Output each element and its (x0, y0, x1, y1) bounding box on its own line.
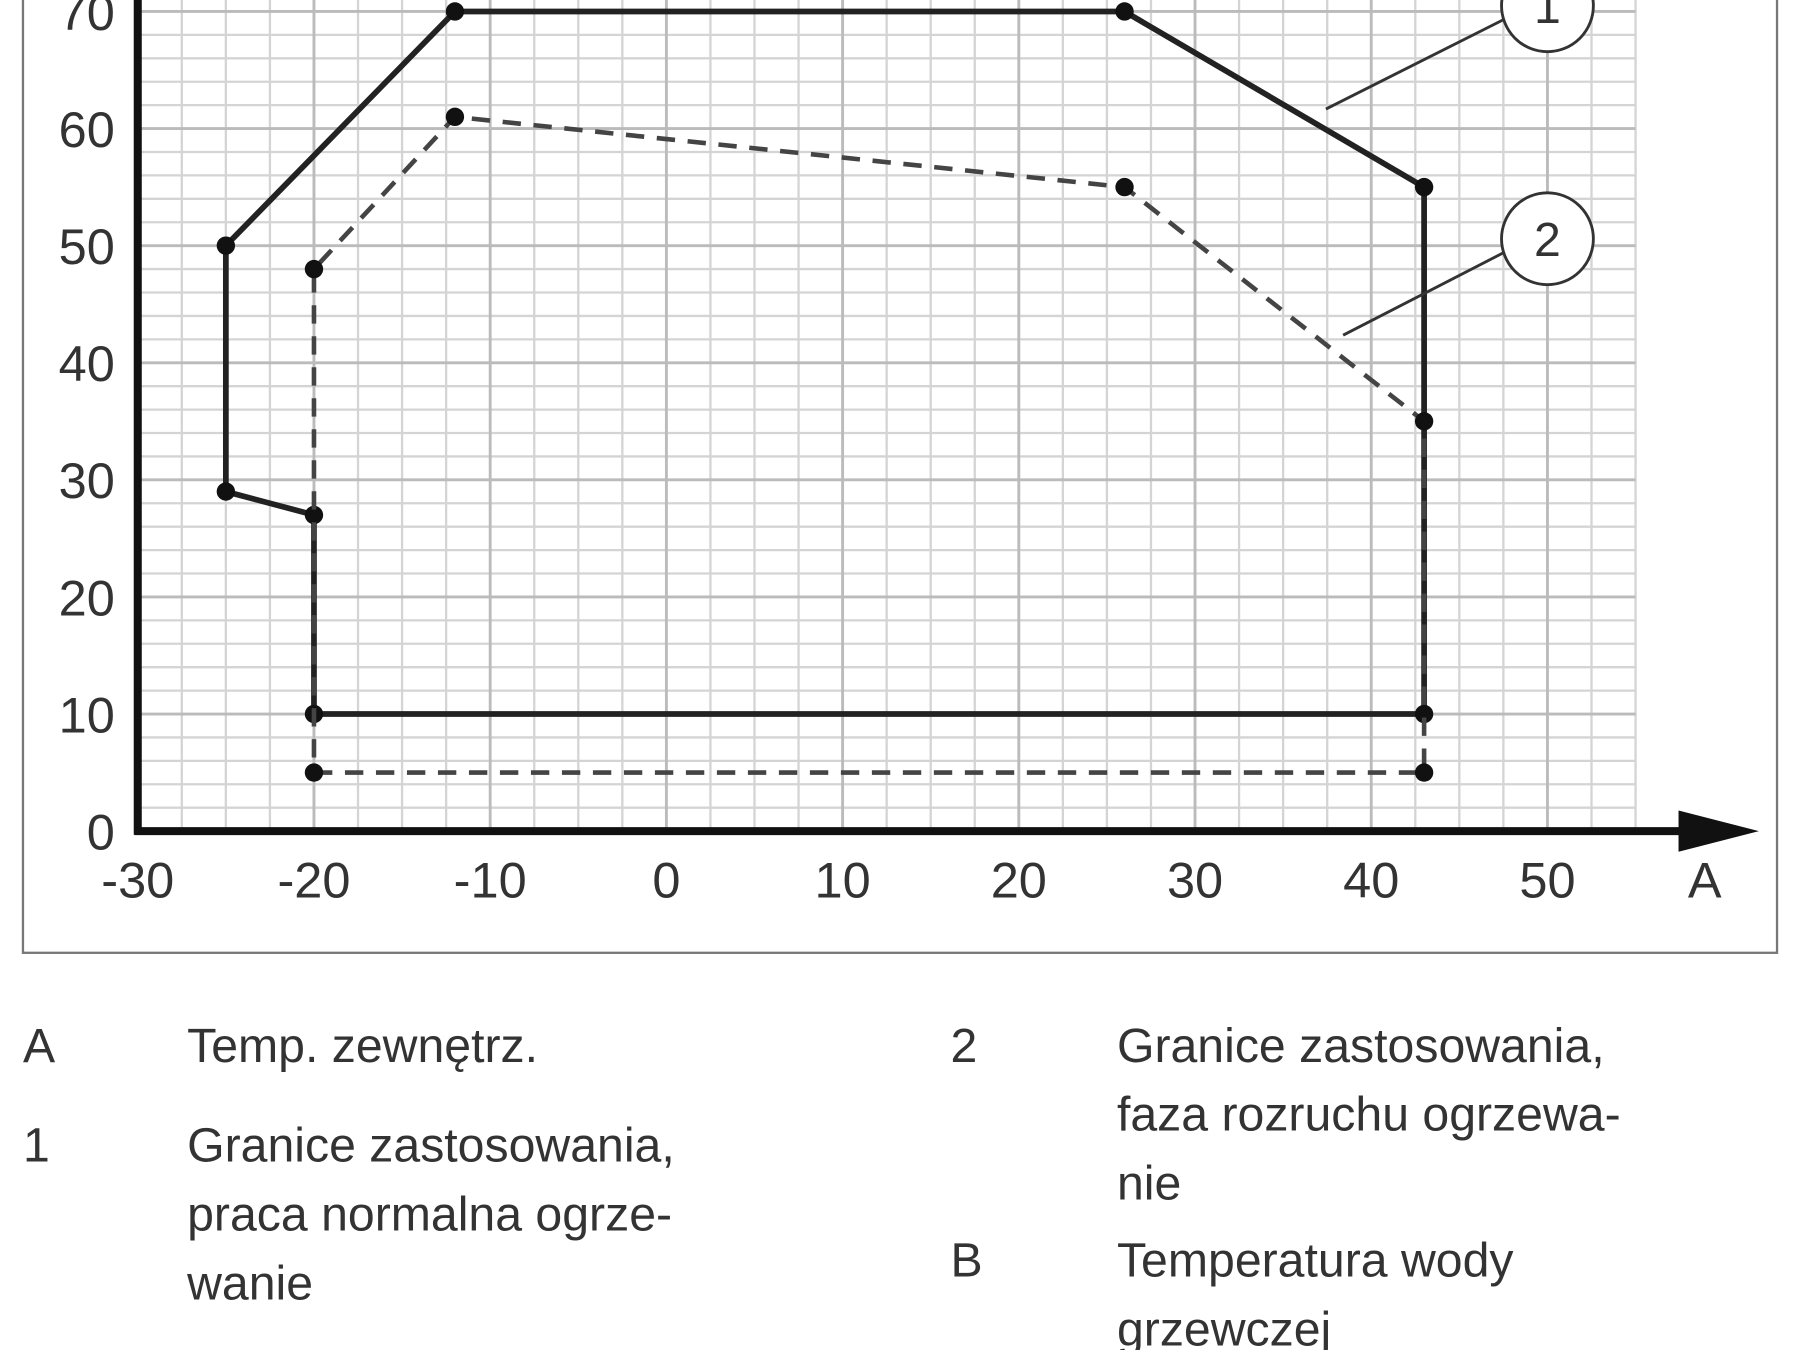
x-tick-label: -20 (277, 852, 350, 909)
legend-text: praca normalna ogrze- (187, 1188, 672, 1242)
data-point (304, 505, 324, 525)
x-tick-label: 0 (652, 852, 680, 909)
plot: -30 -20 -10 0 10 20 30 40 50 0 10 20 30 40 50 60 70 A 1 2 (59, 0, 1759, 909)
data-point (216, 482, 236, 501)
data-point (445, 2, 465, 21)
legend: A Temp. zewnętrz. 1 Granice zastosowania, pr… (23, 1019, 1621, 1350)
x-tick-label: 20 (991, 852, 1047, 909)
x-tick-label: -30 (101, 852, 174, 909)
data-point (1115, 177, 1134, 197)
callout-circle (1500, 191, 1595, 287)
callout-leader (1325, 18, 1505, 111)
data-point (216, 236, 236, 255)
data-point (304, 763, 324, 782)
data-point (1414, 177, 1434, 197)
data-point (1414, 763, 1434, 782)
x-tick-label: 40 (1343, 852, 1399, 909)
x-tick-label: 30 (1167, 852, 1223, 909)
y-tick-label: 60 (59, 101, 115, 158)
data-point (1414, 704, 1434, 724)
legend-text: Granice zastosowania, (187, 1119, 675, 1173)
legend-text: nie (1117, 1157, 1181, 1211)
legend-text: faza rozruchu ogrzewa- (1117, 1088, 1621, 1142)
data-point (445, 107, 465, 127)
callout-label: 1 (1534, 0, 1561, 34)
legend-text: Granice zastosowania, (1117, 1019, 1605, 1073)
legend-text: wanie (186, 1256, 313, 1310)
data-point (304, 259, 324, 279)
legend-text: Temperatura wody (1117, 1234, 1514, 1288)
legend-key: A (23, 1019, 56, 1073)
y-tick-label: 40 (59, 335, 115, 392)
y-tick-label: 0 (87, 803, 115, 860)
x-tick-label: -10 (454, 852, 527, 909)
y-tick-label: 30 (59, 452, 115, 509)
grid (136, 0, 1637, 833)
callout-leader (1342, 251, 1505, 337)
callout-label: 2 (1534, 213, 1561, 267)
data-point (1414, 412, 1434, 431)
y-tick-label: 20 (59, 569, 115, 626)
chart-frame (21, 0, 1779, 954)
legend-key: 2 (951, 1019, 978, 1073)
series-line (311, 114, 1427, 775)
legend-text: Temp. zewnętrz. (187, 1019, 538, 1073)
x-axis-label: A (1688, 852, 1722, 909)
legend-key: B (951, 1234, 983, 1288)
x-axis-arrow (1678, 810, 1759, 852)
callout-circle (1500, 0, 1595, 54)
x-tick-label: 10 (815, 852, 871, 909)
y-tick-label: 10 (59, 686, 115, 743)
y-tick-label: 70 (59, 0, 115, 41)
x-tick-label: 50 (1519, 852, 1575, 909)
legend-text: grzewczej (1117, 1302, 1331, 1350)
legend-key: 1 (23, 1119, 50, 1173)
data-point (1115, 2, 1134, 21)
y-tick-label: 50 (59, 218, 115, 275)
